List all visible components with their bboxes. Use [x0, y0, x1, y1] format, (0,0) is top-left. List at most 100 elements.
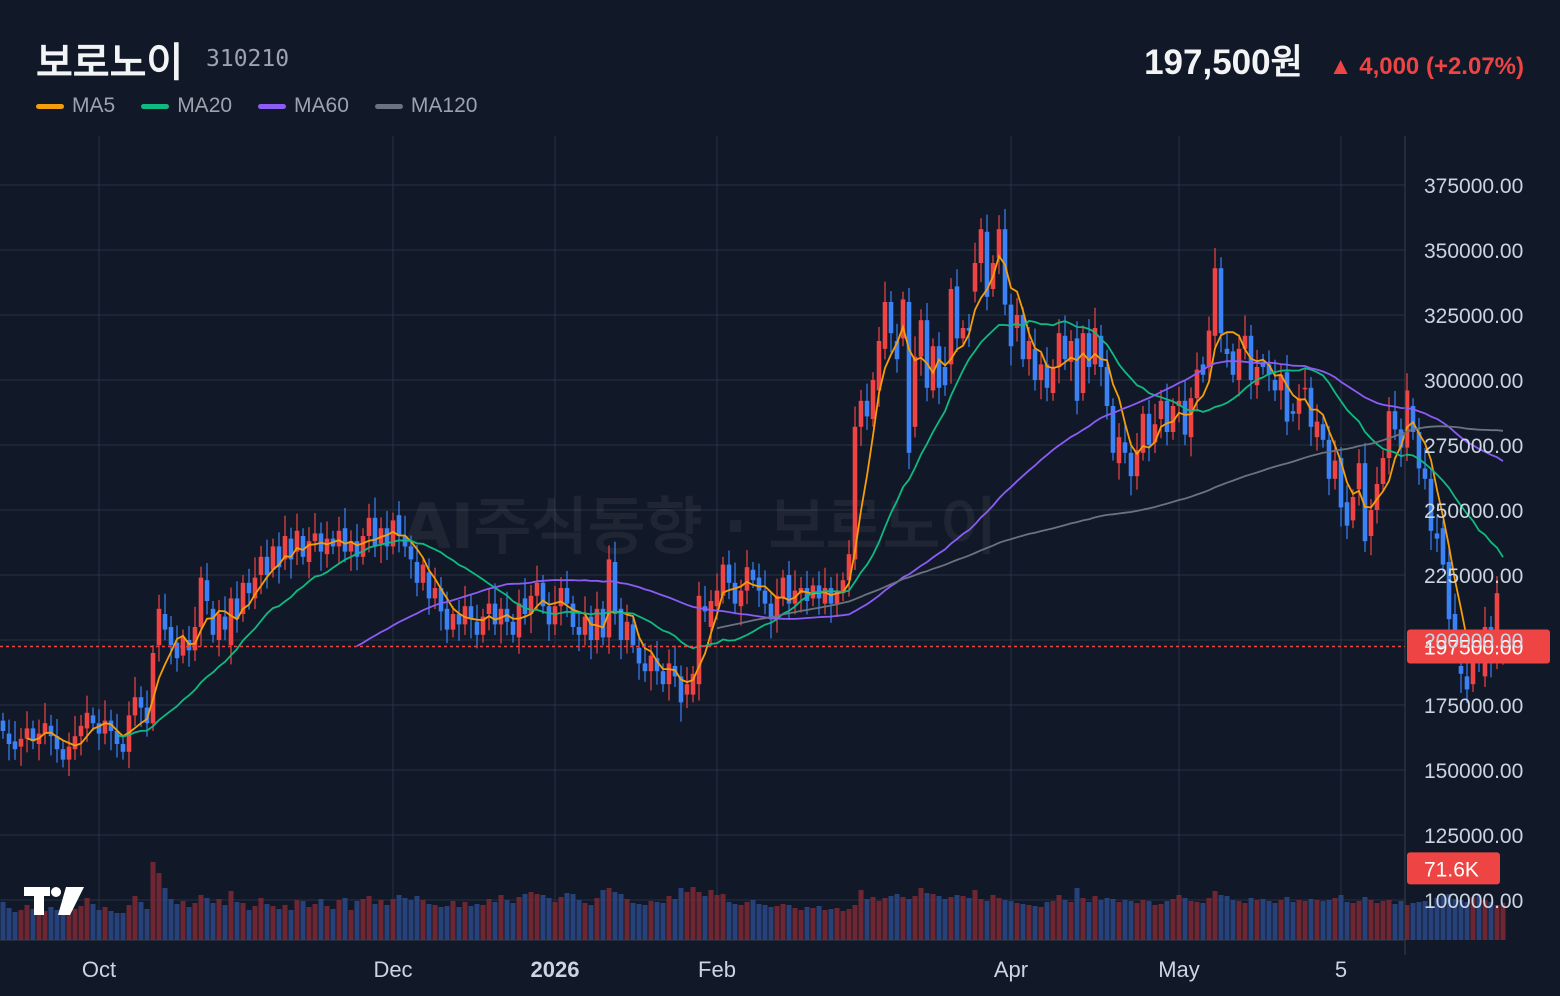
volume-bar — [24, 905, 30, 940]
volume-bar — [1416, 902, 1422, 940]
tradingview-logo[interactable] — [24, 887, 84, 915]
volume-bar — [1080, 898, 1086, 940]
candle-body — [270, 546, 276, 570]
candle-body — [564, 588, 570, 604]
candle-body — [1422, 468, 1428, 479]
candle-body — [870, 380, 876, 419]
candle-body — [438, 588, 444, 612]
volume-bar — [390, 899, 396, 940]
candle-body — [600, 608, 606, 638]
candle-body — [1284, 372, 1290, 422]
volume-bar — [648, 901, 654, 940]
ma120-line — [716, 425, 1504, 630]
candle-body — [48, 725, 54, 737]
volume-bar — [1158, 904, 1164, 940]
candle-body — [1164, 400, 1170, 432]
volume-bar — [1098, 900, 1104, 940]
volume-bar — [582, 903, 588, 940]
volume-bar — [1296, 900, 1302, 940]
volume-bar — [1020, 904, 1026, 940]
candle-body — [1464, 676, 1470, 690]
candle-body — [1134, 450, 1140, 477]
stock-code: 310210 — [206, 46, 290, 72]
volume-bar — [606, 888, 612, 940]
volume-bar — [654, 902, 660, 940]
volume-bar — [612, 892, 618, 940]
candle-body — [768, 603, 774, 620]
price-change: ▲ 4,000 (+2.07%) — [1328, 53, 1524, 80]
volume-bar — [300, 901, 306, 940]
y-tick-label: 350000.00 — [1424, 240, 1523, 263]
volume-bar — [108, 911, 114, 940]
candle-body — [204, 580, 210, 601]
x-tick-label: Dec — [373, 957, 412, 982]
candle-body — [1128, 452, 1134, 477]
volume-bar — [504, 900, 510, 940]
volume-bar — [1230, 900, 1236, 940]
volume-bar — [12, 912, 18, 940]
candle-body — [642, 663, 648, 672]
legend: MA5 MA20 MA60 MA120 — [36, 94, 477, 118]
candle-body — [42, 723, 48, 734]
candle-body — [750, 569, 756, 581]
candle-body — [132, 697, 138, 716]
candle-body — [804, 588, 810, 601]
candle-body — [354, 541, 360, 557]
candle-body — [210, 608, 216, 635]
volume-bar — [396, 895, 402, 940]
volume-bar — [720, 894, 726, 940]
volume-bar — [1338, 895, 1344, 940]
volume-bar — [1026, 905, 1032, 940]
volume-bar — [636, 904, 642, 940]
candle-body — [1440, 528, 1446, 565]
candle-body — [756, 577, 762, 591]
ma5-line — [26, 254, 1504, 747]
candle-body — [378, 528, 384, 544]
candle-body — [732, 582, 738, 604]
volume-bar — [960, 896, 966, 940]
volume-bar — [816, 906, 822, 940]
volume-bar — [978, 899, 984, 940]
legend-item-ma20[interactable]: MA20 — [141, 94, 232, 118]
volume-bar — [822, 910, 828, 940]
volume-bar — [468, 906, 474, 940]
volume-bar — [48, 907, 54, 940]
x-tick-label: 5 — [1335, 957, 1347, 982]
volume-bar — [1170, 899, 1176, 940]
volume-bar — [1302, 901, 1308, 940]
volume-bar — [1332, 898, 1338, 940]
candle-body — [912, 356, 918, 427]
candle-body — [1026, 341, 1032, 360]
volume-bar — [186, 907, 192, 940]
y-tick-label: 325000.00 — [1424, 305, 1523, 328]
volume-bar — [90, 904, 96, 940]
candle-body — [726, 564, 732, 583]
candle-body — [1428, 478, 1434, 531]
candle-body — [510, 621, 516, 635]
legend-swatch — [258, 103, 287, 109]
volume-bar — [1062, 900, 1068, 940]
candle-body — [978, 229, 984, 263]
candle-body — [906, 302, 912, 453]
candle-body — [966, 328, 972, 331]
candle-body — [708, 601, 714, 627]
candle-body — [408, 546, 414, 560]
candle-body — [1326, 439, 1332, 479]
legend-item-ma5[interactable]: MA5 — [36, 94, 115, 118]
volume-bar — [1446, 894, 1452, 940]
candle-body — [864, 400, 870, 417]
legend-item-ma120[interactable]: MA120 — [374, 94, 477, 118]
chart-header: 보로노이 310210 197,500원 ▲ 4,000 (+2.07%) MA… — [0, 0, 1560, 130]
volume-bar — [1056, 895, 1062, 940]
candle-body — [1434, 533, 1440, 539]
candle-body — [660, 671, 666, 685]
candle-body — [54, 736, 60, 750]
legend-item-ma60[interactable]: MA60 — [258, 94, 349, 118]
volume-bar — [246, 910, 252, 940]
candle-body — [1176, 400, 1182, 406]
volume-bar — [1248, 898, 1254, 940]
candle-body — [852, 426, 858, 560]
volume-bar — [1176, 895, 1182, 940]
volume-bar — [762, 905, 768, 940]
